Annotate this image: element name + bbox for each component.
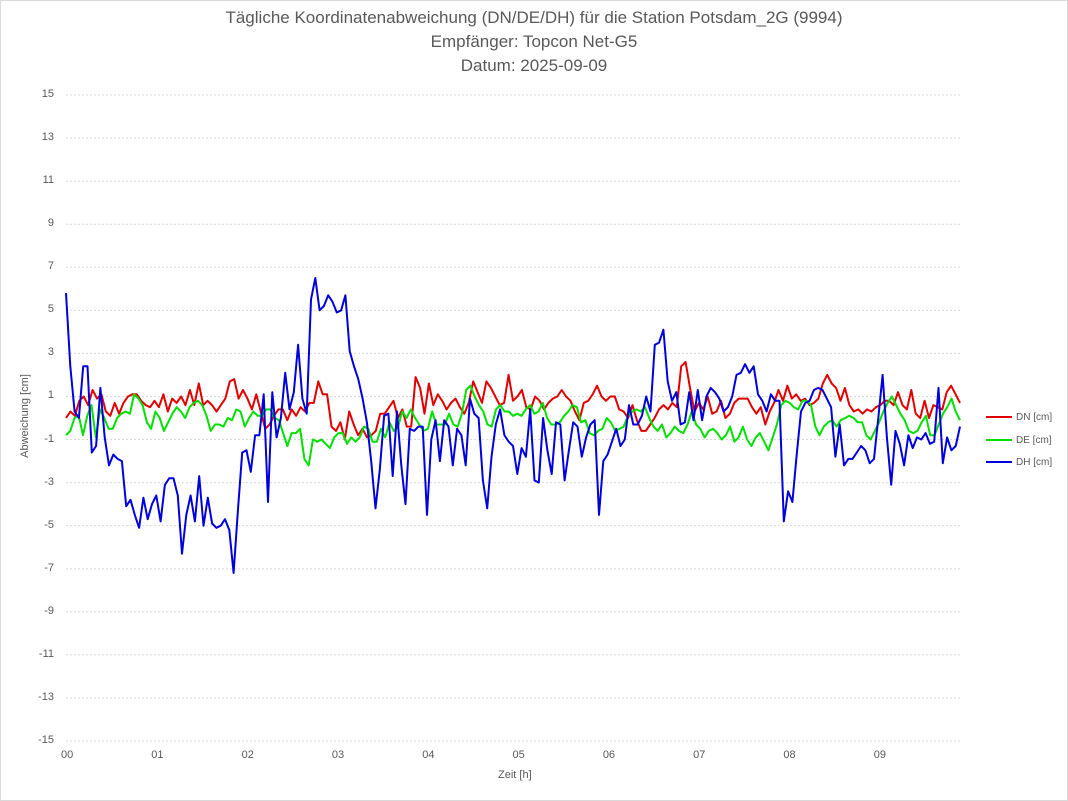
y-tick-label: 9	[47, 217, 54, 230]
y-tick-label: 15	[41, 88, 54, 100]
legend-label-dn: DN [cm]	[1016, 411, 1053, 423]
y-tick-label: -7	[44, 561, 54, 574]
x-tick-label: 02	[241, 749, 254, 761]
series-line-de	[65, 384, 961, 467]
x-tick-label: 06	[602, 749, 616, 761]
y-tick-label: -1	[44, 432, 54, 445]
series-line-dn	[65, 361, 961, 441]
legend-swatch-dn	[986, 416, 1012, 418]
legend-swatch-dh	[986, 461, 1012, 463]
y-tick-label: -5	[44, 518, 54, 531]
x-tick-label: 04	[422, 749, 435, 761]
series-line-dh	[65, 277, 961, 574]
y-tick-label: -3	[44, 475, 54, 488]
legend-label-de: DE [cm]	[1016, 434, 1052, 446]
y-tick-label: 7	[47, 260, 54, 273]
x-tick-label: 01	[151, 749, 164, 761]
legend-label-dh: DH [cm]	[1016, 456, 1053, 468]
x-axis-label: Zeit [h]	[498, 769, 532, 781]
legend-item-dh: DH [cm]	[986, 455, 1052, 469]
x-tick-label: 03	[331, 749, 345, 761]
y-tick-label: -15	[38, 734, 54, 746]
y-tick-label: -13	[38, 690, 54, 703]
x-tick-label: 09	[873, 749, 886, 761]
x-tick-label: 07	[693, 749, 706, 761]
legend-item-dn: DN [cm]	[986, 410, 1052, 424]
y-tick-label: 1	[47, 389, 54, 402]
y-tick-label: 11	[42, 174, 54, 187]
x-tick-label: 05	[512, 749, 525, 761]
x-tick-label: 00	[61, 749, 74, 761]
x-tick-label: 08	[783, 749, 796, 761]
y-tick-label: 3	[47, 346, 54, 359]
y-tick-label: -11	[38, 647, 54, 660]
chart-title-line-2: Empfänger: Topcon Net-G5	[430, 32, 638, 51]
legend-item-de: DE [cm]	[986, 433, 1052, 447]
y-tick-label: 5	[47, 303, 54, 316]
y-tick-label: -9	[44, 604, 54, 617]
chart-title-line-1: Tägliche Koordinatenabweichung (DN/DE/DH…	[225, 8, 843, 27]
y-axis-label: Abweichung [cm]	[19, 374, 31, 458]
y-tick-label: 13	[41, 131, 54, 144]
chart-title-line-3: Datum: 2025-09-09	[460, 56, 608, 75]
legend-swatch-de	[986, 439, 1012, 441]
